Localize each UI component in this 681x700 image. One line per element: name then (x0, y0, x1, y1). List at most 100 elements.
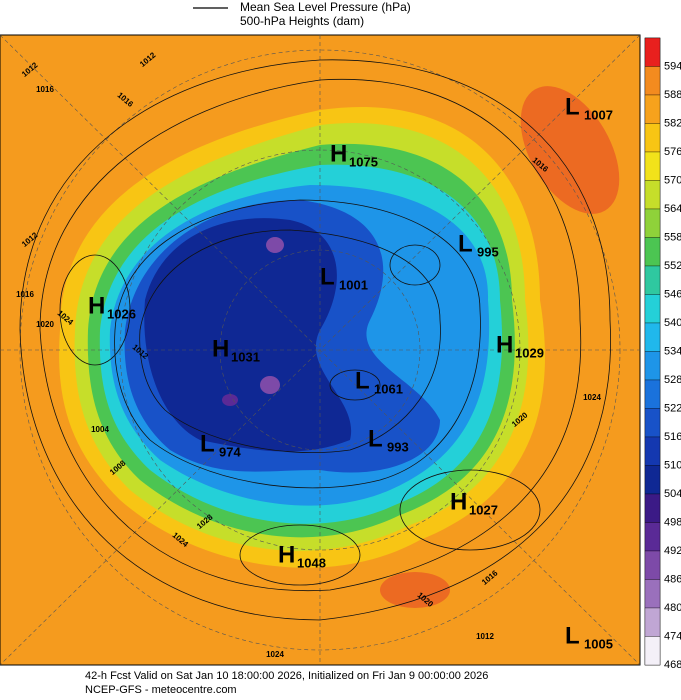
isobar (114, 199, 481, 489)
center-letter: H (450, 488, 467, 515)
colorbar-swatch (644, 436, 661, 466)
colorbar-swatch (644, 607, 661, 637)
colorbar-label: 570 (664, 174, 681, 186)
center-letter: L (200, 430, 215, 457)
footer-line2: NCEP-GFS - meteocentre.com (85, 684, 237, 696)
center-value: 1001 (339, 277, 368, 292)
center-value: 1031 (231, 349, 260, 364)
isobar-label: 1024 (266, 650, 284, 659)
height-zone (260, 376, 280, 394)
height-zone (266, 237, 284, 253)
isobar-label: 1024 (583, 393, 601, 402)
colorbar-label: 516 (664, 431, 681, 443)
center-letter: L (355, 367, 370, 394)
pressure-center: L 995 (458, 230, 499, 259)
colorbar-label: 576 (664, 146, 681, 158)
colorbar-swatch (644, 94, 661, 124)
center-value: 974 (219, 444, 241, 459)
warm-area (380, 572, 450, 608)
colorbar-label: 486 (664, 573, 681, 585)
pressure-center: H 1027 (450, 488, 498, 517)
colorbar-label: 582 (664, 117, 681, 129)
colorbar-swatch (644, 265, 661, 295)
isobar (19, 59, 611, 621)
isobar (39, 78, 582, 592)
center-letter: H (278, 541, 295, 568)
colorbar-swatch (644, 579, 661, 609)
pressure-center: H 1048 (278, 541, 326, 570)
legend-heights: 500-hPa Heights (dam) (240, 14, 364, 28)
colorbar-label: 558 (664, 231, 681, 243)
colorbar-label: 540 (664, 317, 681, 329)
isobar (329, 369, 381, 401)
center-value: 1075 (349, 154, 378, 169)
center-letter: H (212, 335, 229, 362)
center-value: 1007 (584, 107, 613, 122)
center-value: 1005 (584, 636, 613, 651)
colorbar-label: 468 (664, 659, 681, 671)
pressure-center: H 1026 (88, 292, 136, 321)
isobar (389, 244, 441, 286)
height-zone (144, 218, 352, 452)
colorbar-label: 528 (664, 374, 681, 386)
isobar (59, 254, 131, 366)
center-value: 1061 (374, 381, 403, 396)
isobar (139, 229, 441, 453)
colorbar-swatch (644, 180, 661, 210)
colorbar-swatch (644, 208, 661, 238)
pressure-center: L 993 (368, 425, 409, 454)
graticule (0, 34, 641, 666)
pressure-center: L 1061 (355, 367, 403, 396)
colorbar-label: 510 (664, 459, 681, 471)
colorbar-label: 588 (664, 89, 681, 101)
center-value: 1048 (297, 555, 326, 570)
isobar (239, 524, 361, 586)
colorbar-swatch (644, 66, 661, 96)
pressure-center: L 1001 (320, 263, 368, 292)
colorbar-swatch (644, 408, 661, 438)
warm-area (520, 86, 620, 214)
pressure-center: H 1029 (496, 331, 544, 360)
colorbar-label: 498 (664, 516, 681, 528)
isobar-label: 1020 (36, 320, 54, 329)
center-letter: H (88, 292, 105, 319)
legend-pressure: Mean Sea Level Pressure (hPa) (240, 0, 411, 14)
center-letter: L (320, 263, 335, 290)
pressure-center: L 1005 (565, 622, 613, 651)
center-value: 993 (387, 439, 409, 454)
isobar (399, 469, 541, 551)
colorbar-label: 534 (664, 345, 681, 357)
center-letter: L (368, 425, 383, 452)
colorbar-swatch (644, 237, 661, 267)
colorbar-label: 480 (664, 602, 681, 614)
center-letter: L (458, 230, 473, 257)
center-value: 1029 (515, 345, 544, 360)
pressure-center: L 1007 (565, 93, 613, 122)
isobar-label: 1016 (36, 85, 54, 94)
colorbar-swatch (644, 123, 661, 153)
isobar-label: 1016 (16, 290, 34, 299)
colorbar-swatch (644, 465, 661, 495)
center-value: 1026 (107, 306, 136, 321)
isobar-label: 1004 (91, 425, 109, 434)
colorbar-label: 552 (664, 260, 681, 272)
center-letter: L (565, 622, 580, 649)
colorbar-swatch (644, 151, 661, 181)
pressure-center: H 1075 (330, 140, 378, 169)
height-zone (222, 394, 238, 406)
colorbar-swatch (644, 294, 661, 324)
center-value: 995 (477, 244, 499, 259)
colorbar-label: 474 (664, 630, 681, 642)
pressure-center: L 974 (200, 430, 241, 459)
center-letter: L (565, 93, 580, 120)
colorbar-label: 564 (664, 203, 681, 215)
colorbar-swatch (644, 636, 661, 666)
center-value: 1027 (469, 502, 498, 517)
map (0, 34, 641, 666)
colorbar-label: 594 (664, 60, 681, 72)
colorbar-swatch (644, 550, 661, 580)
center-letter: H (496, 331, 513, 358)
colorbar-label: 522 (664, 402, 681, 414)
colorbar-swatch (644, 522, 661, 552)
